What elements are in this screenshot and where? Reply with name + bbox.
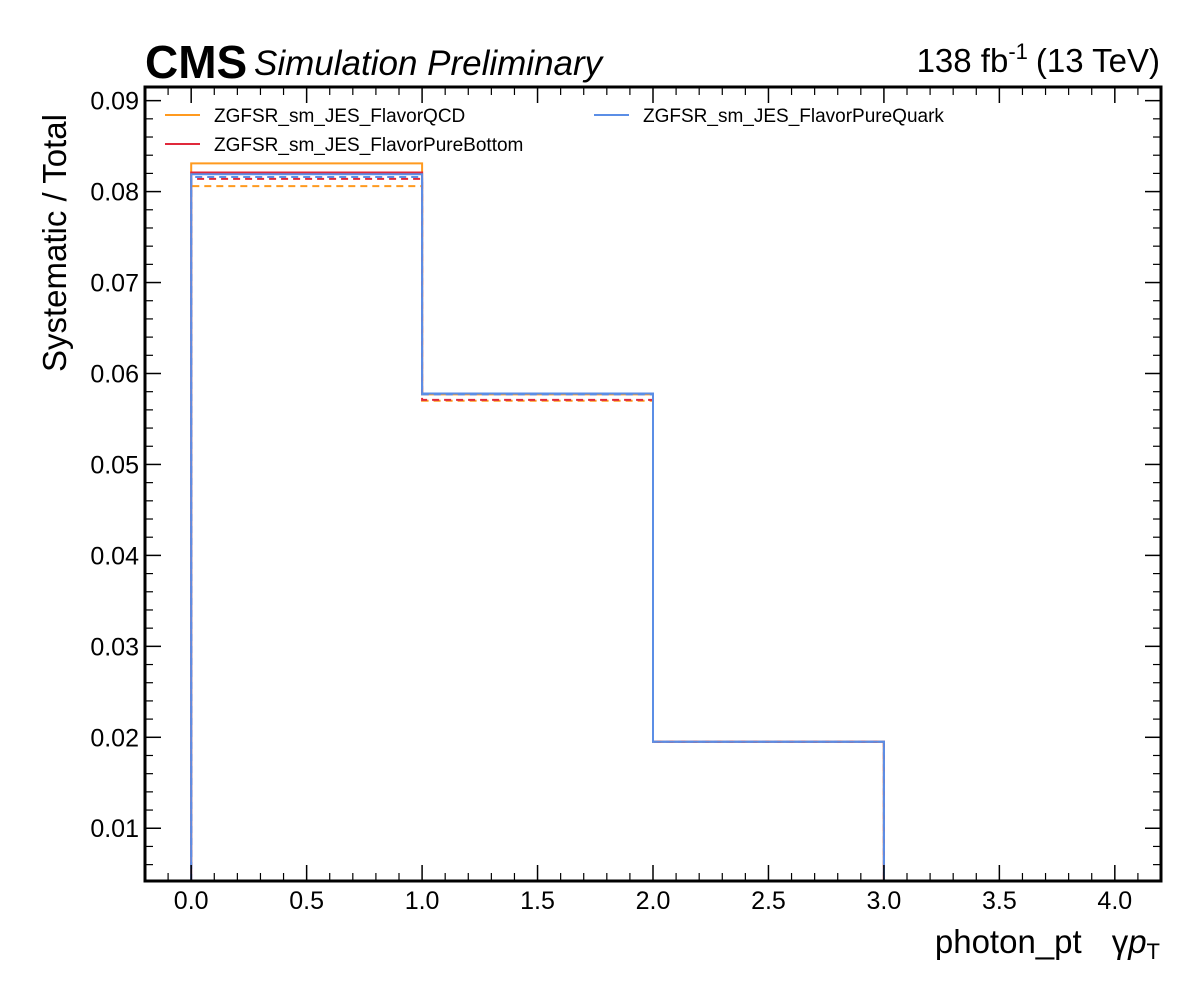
x-tick-label: 1.5 [520,887,555,915]
y-tick-label: 0.04 [90,542,139,570]
legend-label-flavorqcd: ZGFSR_sm_JES_FlavorQCD [214,106,465,127]
y-tick-label: 0.03 [90,633,139,661]
y-tick-label: 0.09 [90,88,139,116]
histogram-lines [190,162,1115,882]
y-tick-label: 0.07 [90,270,139,298]
x-tick-label: 2.0 [636,887,671,915]
legend: ZGFSR_sm_JES_FlavorQCD ZGFSR_sm_JES_Flav… [165,106,944,156]
x-axis-symbol-sub: T [1147,939,1160,964]
plot-frame [143,85,1163,883]
y-tick-label: 0.08 [90,179,139,207]
x-tick-label: 1.0 [405,887,440,915]
x-axis-symbol-gamma: γ [1112,923,1129,960]
x-axis-label: photon_pt γpT [935,923,1160,964]
x-tick-label: 3.0 [867,887,902,915]
x-axis-symbol-p: p [1127,923,1146,960]
legend-label-flavorpurequark: ZGFSR_sm_JES_FlavorPureQuark [643,106,944,127]
experiment-label: CMS [145,36,247,88]
y-tick-label: 0.05 [90,451,139,479]
x-tick-label: 0.5 [289,887,324,915]
axis-tick-labels: 0.0 0.5 1.0 1.5 2.0 2.5 3.0 3.5 4.0 0.01 0.02 0.03 0… [90,88,1132,915]
lumi-energy: (13 TeV) [1036,42,1160,79]
lumi-value: 138 fb [917,42,1009,79]
status-label: Simulation Preliminary [254,44,605,83]
series-up-zgfsr-sm-jes-flavorpurequark [190,173,1115,882]
y-axis-label: Systematic / Total [36,114,73,372]
y-tick-label: 0.02 [90,724,139,752]
y-tick-label: 0.06 [90,360,139,388]
x-axis-label-text: photon_pt [935,923,1082,960]
y-tick-label: 0.01 [90,815,139,843]
x-tick-label: 3.5 [982,887,1017,915]
lumi-exponent: -1 [1008,39,1028,64]
x-tick-label: 0.0 [174,887,209,915]
x-tick-label: 2.5 [751,887,786,915]
legend-label-flavorpurebottom: ZGFSR_sm_JES_FlavorPureBottom [214,135,523,156]
x-tick-label: 4.0 [1097,887,1132,915]
lumi-label: 138 fb-1 (13 TeV) [917,39,1160,79]
